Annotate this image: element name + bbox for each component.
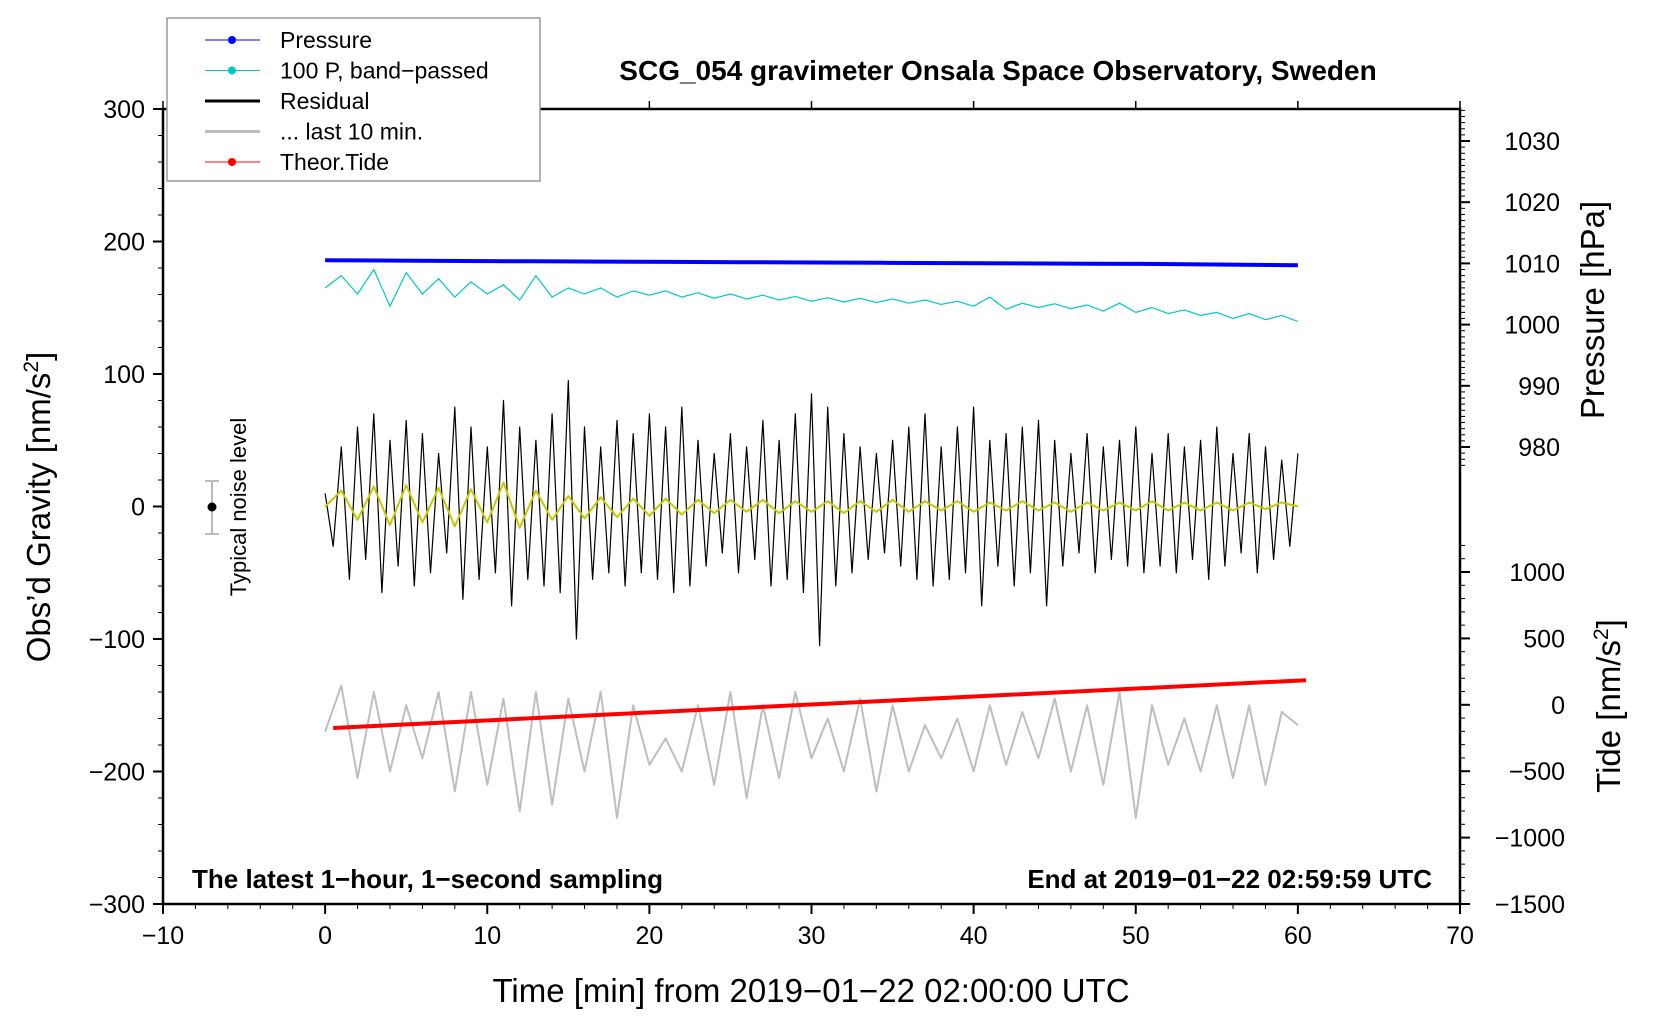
y-left-tick-label: −100	[89, 626, 145, 654]
legend-label: Residual	[280, 88, 370, 114]
legend-label: Theor.Tide	[280, 149, 389, 175]
series-residual	[324, 380, 1299, 647]
y-axis-title-left: Obs’d Gravity [nm/s2]	[20, 352, 57, 663]
series-layer	[324, 258, 1307, 819]
annotation-right: End at 2019−01−22 02:59:59 UTC	[1027, 864, 1432, 894]
y-left-tick-label: −200	[89, 759, 145, 787]
tide-sup: 2	[1590, 628, 1613, 640]
pressure-tick-label: 990	[1518, 373, 1560, 401]
x-tick-label: 0	[318, 922, 332, 950]
legend-label: Pressure	[280, 27, 372, 53]
legend-marker	[228, 66, 236, 75]
pressure-tick-label: 980	[1518, 434, 1560, 462]
chart-title: SCG_054 gravimeter Onsala Space Observat…	[619, 55, 1376, 86]
tide-tick-label: −1000	[1495, 825, 1565, 853]
x-tick-label: 30	[798, 922, 826, 950]
noise-label: Typical noise level	[226, 418, 251, 597]
legend-items: Pressure 100 P, band−passed Residual ... la…	[205, 27, 489, 175]
tide-end: ]	[1590, 619, 1627, 628]
tide-tick-label: 0	[1551, 692, 1565, 720]
y-left-tick-label: −300	[89, 891, 145, 919]
x-tick-label: 70	[1446, 922, 1474, 950]
tide-tick-label: 1000	[1509, 559, 1565, 587]
legend-item: Pressure	[205, 27, 372, 53]
legend-item: Residual	[205, 88, 370, 114]
legend-item: Theor.Tide	[205, 149, 389, 175]
legend-item: 100 P, band−passed	[205, 58, 489, 84]
legend-marker	[228, 158, 236, 166]
tide-tick-label: −1500	[1495, 891, 1565, 919]
y-left-sup: 2	[20, 361, 43, 373]
pressure-tick-label: 1010	[1504, 250, 1560, 278]
series-residual-smoothed	[324, 481, 1299, 529]
series-last-10-min	[324, 684, 1299, 819]
ticks-layer: −10 0 10 20 30 40 50 60 703002001000−100−200−300…	[89, 96, 1565, 950]
y-left-tick-label: 300	[103, 96, 145, 124]
legend-label: ... last 10 min.	[280, 119, 423, 145]
y-left-tick-label: 0	[131, 494, 145, 522]
x-tick-label: 50	[1122, 922, 1150, 950]
y-axis-title-pressure: Pressure [hPa]	[1574, 201, 1611, 419]
x-tick-label: 40	[960, 922, 988, 950]
pressure-tick-label: 1020	[1504, 189, 1560, 217]
tide-label: Tide [nm/s	[1590, 640, 1627, 793]
y-left-end: ]	[20, 352, 57, 361]
legend: Pressure 100 P, band−passed Residual ... la…	[166, 17, 541, 182]
legend-label: 100 P, band−passed	[280, 58, 489, 84]
noise-center-dot	[207, 502, 217, 512]
series-100-p-band-passed	[324, 268, 1299, 323]
tide-tick-label: −500	[1509, 758, 1565, 786]
x-tick-label: 20	[635, 922, 663, 950]
noise-level-indicator: Typical noise level	[205, 418, 251, 597]
pressure-tick-label: 1000	[1504, 312, 1560, 340]
x-tick-label: −10	[142, 922, 184, 950]
legend-marker	[228, 36, 236, 44]
series-pressure	[325, 258, 1298, 268]
tide-tick-label: 500	[1523, 625, 1565, 653]
y-left-tick-label: 100	[103, 361, 145, 389]
x-axis-title: Time [min] from 2019−01−22 02:00:00 UTC	[492, 972, 1129, 1009]
annotation-left: The latest 1−hour, 1−second sampling	[192, 864, 663, 894]
series-theor-tide	[333, 678, 1307, 730]
pressure-tick-label: 1030	[1504, 128, 1560, 156]
y-axis-title-tide: Tide [nm/s2]	[1590, 619, 1627, 793]
legend-item: ... last 10 min.	[205, 119, 423, 145]
x-tick-label: 10	[473, 922, 501, 950]
y-left-label: Obs’d Gravity [nm/s	[20, 373, 57, 663]
y-left-tick-label: 200	[103, 229, 145, 257]
x-tick-label: 60	[1284, 922, 1312, 950]
